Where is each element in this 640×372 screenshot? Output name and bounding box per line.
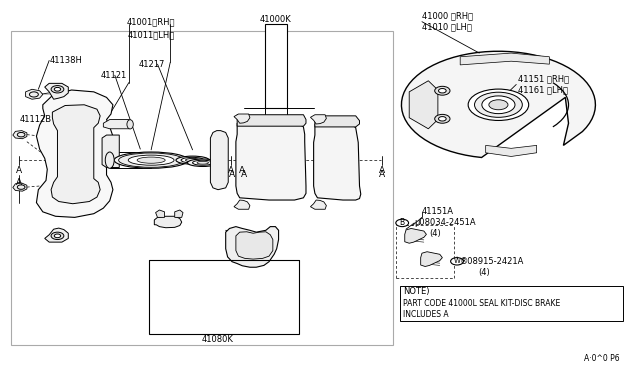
- Ellipse shape: [105, 152, 114, 168]
- Circle shape: [54, 87, 61, 91]
- Ellipse shape: [489, 100, 508, 110]
- Polygon shape: [234, 200, 250, 209]
- Text: INCLUDES A: INCLUDES A: [403, 310, 449, 319]
- Ellipse shape: [181, 157, 204, 163]
- Polygon shape: [236, 232, 273, 259]
- Circle shape: [435, 86, 450, 95]
- Text: A: A: [16, 178, 22, 187]
- Polygon shape: [460, 53, 549, 65]
- Ellipse shape: [114, 152, 188, 168]
- Polygon shape: [13, 131, 27, 139]
- Text: A: A: [380, 166, 385, 174]
- Text: A: A: [380, 170, 385, 179]
- Text: 41151 〈RH〉: 41151 〈RH〉: [518, 74, 569, 83]
- Polygon shape: [51, 105, 100, 204]
- Bar: [264, 23, 287, 109]
- Ellipse shape: [188, 159, 218, 166]
- Ellipse shape: [118, 153, 184, 167]
- Text: 41217: 41217: [138, 60, 164, 69]
- Text: A: A: [239, 166, 245, 174]
- Ellipse shape: [176, 156, 209, 164]
- Text: 41000K: 41000K: [259, 15, 291, 24]
- Polygon shape: [102, 135, 119, 167]
- Circle shape: [435, 114, 450, 123]
- Text: W: W: [454, 258, 460, 264]
- Text: B: B: [399, 218, 404, 227]
- Ellipse shape: [197, 161, 209, 164]
- Text: NOTE): NOTE): [403, 287, 429, 296]
- Circle shape: [51, 232, 64, 240]
- Polygon shape: [175, 210, 183, 217]
- Text: 41080K: 41080K: [202, 335, 234, 344]
- Polygon shape: [103, 119, 132, 129]
- Ellipse shape: [468, 89, 529, 121]
- Bar: [11, 31, 394, 345]
- Polygon shape: [211, 131, 228, 190]
- Polygon shape: [237, 115, 306, 126]
- Text: A: A: [16, 166, 22, 174]
- Text: 41000 〈RH〉: 41000 〈RH〉: [422, 12, 473, 21]
- Polygon shape: [486, 145, 537, 157]
- Text: 41011〈LH〉: 41011〈LH〉: [127, 30, 175, 39]
- Polygon shape: [36, 90, 113, 217]
- Polygon shape: [26, 89, 43, 99]
- Circle shape: [438, 116, 446, 121]
- Text: (4): (4): [429, 230, 442, 238]
- Polygon shape: [314, 124, 361, 200]
- Circle shape: [451, 258, 463, 265]
- Text: ®08915-2421A: ®08915-2421A: [460, 257, 525, 266]
- Text: 41121: 41121: [100, 71, 127, 80]
- Polygon shape: [404, 228, 426, 243]
- Text: A·0^0 P6: A·0^0 P6: [584, 354, 620, 363]
- Text: PART CODE 41000L SEAL KIT-DISC BRAKE: PART CODE 41000L SEAL KIT-DISC BRAKE: [403, 299, 560, 308]
- Polygon shape: [226, 227, 278, 267]
- Text: A: A: [228, 166, 234, 174]
- Text: 41151A: 41151A: [422, 207, 454, 217]
- Text: 41001〈RH〉: 41001〈RH〉: [127, 17, 175, 26]
- Polygon shape: [236, 123, 306, 200]
- Polygon shape: [45, 83, 68, 99]
- Ellipse shape: [128, 155, 174, 165]
- Text: (4): (4): [478, 268, 490, 277]
- Polygon shape: [234, 114, 250, 123]
- Text: 41138H: 41138H: [49, 56, 82, 65]
- Text: A: A: [229, 170, 235, 179]
- Polygon shape: [401, 51, 595, 157]
- Circle shape: [51, 86, 64, 93]
- Polygon shape: [409, 81, 438, 129]
- Polygon shape: [13, 183, 27, 191]
- Polygon shape: [310, 200, 326, 209]
- Circle shape: [396, 219, 408, 227]
- Ellipse shape: [186, 158, 200, 162]
- Polygon shape: [156, 210, 164, 217]
- Ellipse shape: [127, 120, 133, 129]
- Bar: [149, 260, 299, 334]
- Text: µ08034-2451A: µ08034-2451A: [414, 218, 476, 227]
- Circle shape: [54, 234, 61, 238]
- Polygon shape: [310, 115, 326, 124]
- Circle shape: [438, 89, 446, 93]
- Ellipse shape: [137, 157, 165, 163]
- FancyBboxPatch shape: [399, 286, 623, 321]
- Text: 41161 〈LH〉: 41161 〈LH〉: [518, 86, 568, 94]
- Ellipse shape: [193, 160, 213, 165]
- Ellipse shape: [482, 96, 515, 113]
- Text: 41112B: 41112B: [19, 115, 51, 124]
- Ellipse shape: [474, 92, 522, 117]
- Polygon shape: [45, 228, 68, 242]
- Text: A: A: [241, 170, 246, 179]
- Polygon shape: [315, 116, 360, 127]
- Text: 41010 〈LH〉: 41010 〈LH〉: [422, 23, 472, 32]
- Polygon shape: [154, 216, 182, 228]
- Polygon shape: [420, 252, 442, 266]
